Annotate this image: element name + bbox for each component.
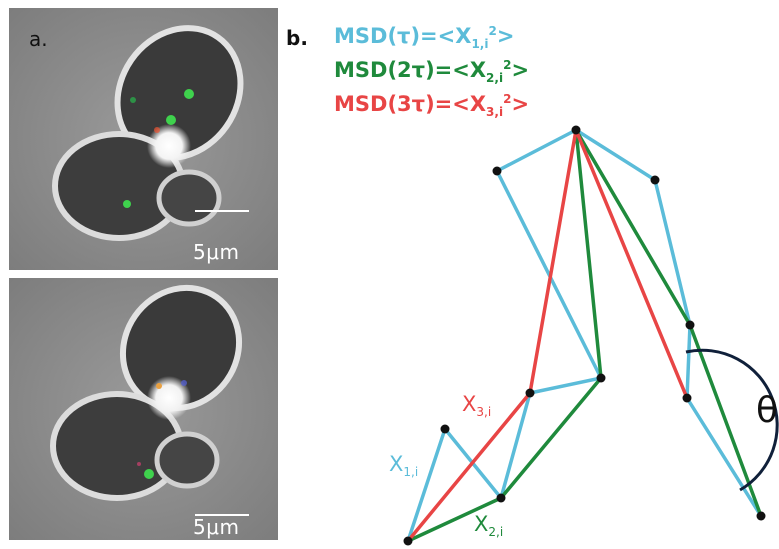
scale-label-top: 5μm: [193, 240, 240, 264]
trajectory-diagram: [403, 125, 779, 546]
legend-msd-3tau: MSD(3τ)=<X3,i2>: [334, 92, 530, 120]
segment-label-x1: X1,i: [389, 452, 419, 480]
scale-label-bottom: 5μm: [193, 515, 240, 539]
legend-msd-2tau: MSD(2τ)=<X2,i2>: [334, 58, 530, 86]
microscopy-image-top: 5μm: [9, 8, 278, 270]
legend-msd-tau: MSD(τ)=<X1,i2>: [334, 24, 515, 52]
angle-theta-label: θ: [756, 390, 779, 431]
panel-b: b. MSD(τ)=<X1,i2> MSD(2τ)=<X2,i2> MSD(3τ…: [278, 0, 779, 549]
trajectory-green-steps: [407, 128, 763, 543]
microscopy-image-bottom: 5μm: [9, 278, 278, 540]
panel-a: 5μm a.: [0, 0, 278, 549]
scale-bar-top: [195, 210, 249, 212]
panel-a-label: a.: [29, 27, 48, 51]
scale-bar-bottom: [195, 514, 249, 516]
trajectory-points: [403, 125, 766, 546]
angle-arc: [685, 348, 779, 492]
trajectory-red-steps: [406, 128, 689, 543]
segment-label-x3: X3,i: [462, 392, 492, 420]
panel-b-label: b.: [286, 26, 308, 50]
segment-label-x2: X2,i: [474, 512, 504, 540]
